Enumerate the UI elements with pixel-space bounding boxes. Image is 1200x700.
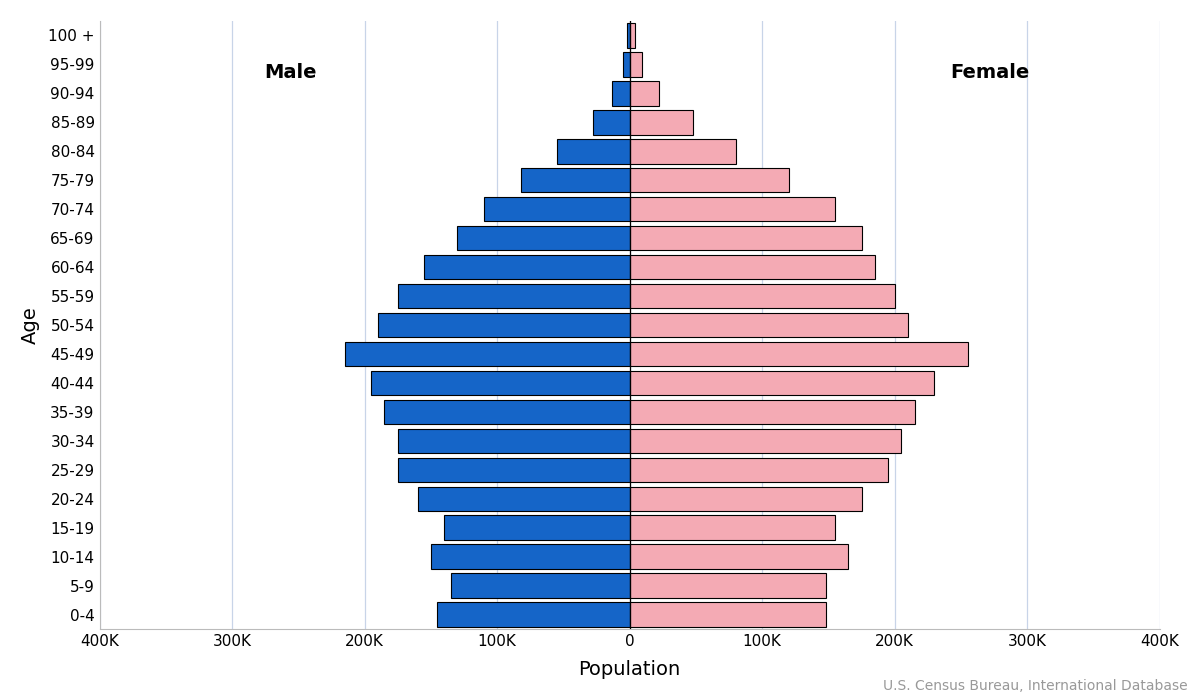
Bar: [457, 226, 630, 251]
Bar: [630, 515, 835, 540]
Bar: [630, 545, 848, 569]
Bar: [521, 168, 630, 193]
Bar: [371, 370, 630, 395]
Bar: [630, 168, 788, 193]
Bar: [397, 428, 630, 453]
Bar: [630, 226, 862, 251]
Bar: [557, 139, 630, 164]
Bar: [344, 342, 630, 366]
Bar: [484, 197, 630, 221]
Bar: [630, 23, 635, 48]
Bar: [630, 486, 862, 511]
Bar: [630, 342, 967, 366]
Bar: [612, 81, 630, 106]
Bar: [593, 110, 630, 134]
Bar: [630, 139, 736, 164]
Text: Male: Male: [264, 64, 317, 83]
Bar: [418, 486, 630, 511]
Bar: [451, 573, 630, 598]
Y-axis label: Age: Age: [20, 306, 40, 344]
Text: Female: Female: [950, 64, 1030, 83]
Text: U.S. Census Bureau, International Database: U.S. Census Bureau, International Databa…: [883, 679, 1188, 693]
X-axis label: Population: Population: [578, 660, 680, 679]
Bar: [384, 400, 630, 424]
Bar: [397, 458, 630, 482]
Bar: [630, 197, 835, 221]
Bar: [425, 255, 630, 279]
Bar: [626, 23, 630, 48]
Bar: [630, 255, 875, 279]
Bar: [630, 603, 826, 627]
Bar: [623, 52, 630, 76]
Bar: [630, 284, 895, 309]
Bar: [630, 400, 914, 424]
Bar: [630, 110, 694, 134]
Bar: [378, 313, 630, 337]
Bar: [630, 428, 901, 453]
Bar: [438, 603, 630, 627]
Bar: [397, 284, 630, 309]
Bar: [444, 515, 630, 540]
Bar: [630, 458, 888, 482]
Bar: [630, 370, 935, 395]
Bar: [630, 573, 826, 598]
Bar: [630, 52, 642, 76]
Bar: [630, 313, 908, 337]
Bar: [630, 81, 659, 106]
Bar: [431, 545, 630, 569]
